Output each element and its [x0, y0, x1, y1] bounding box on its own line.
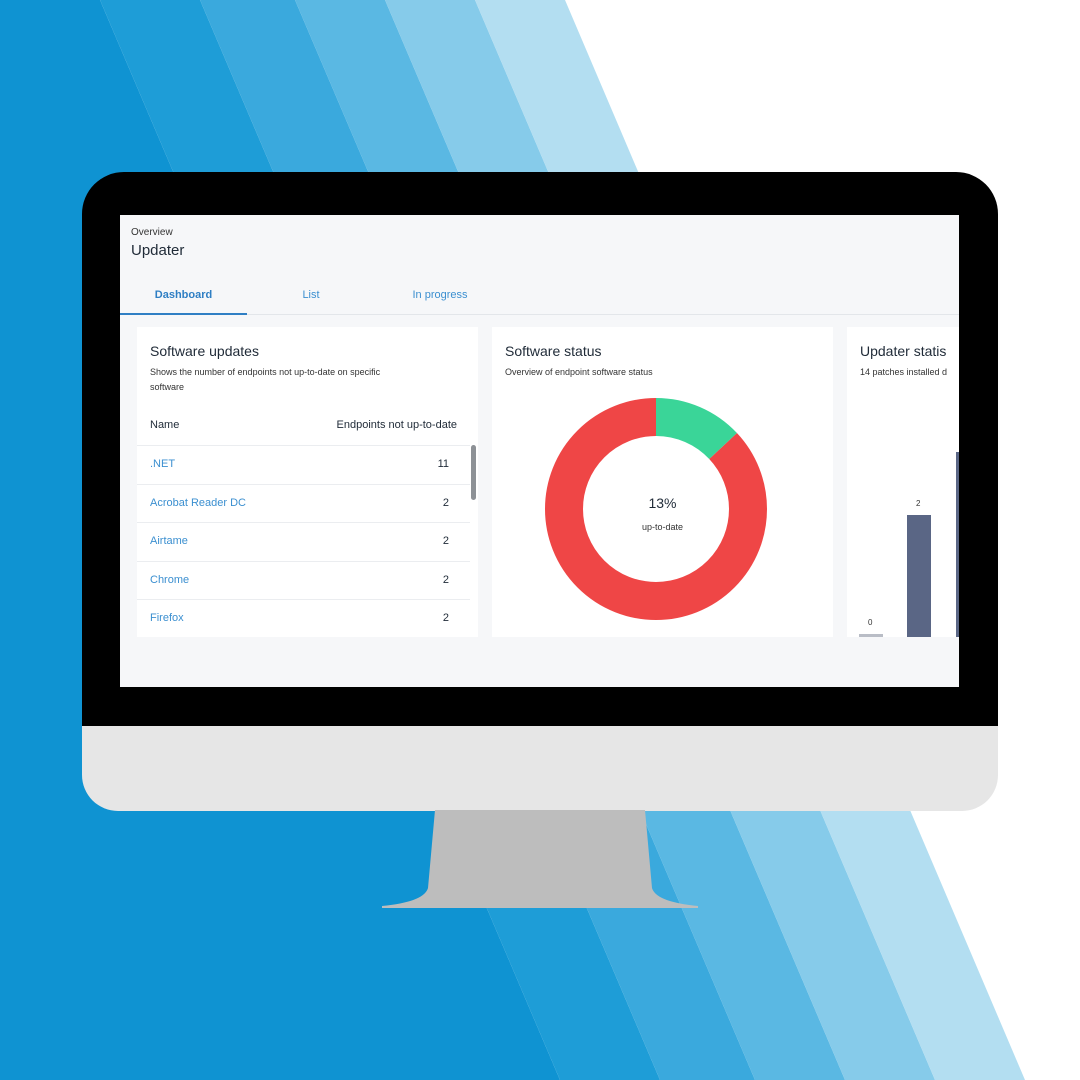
card-title: Software status: [505, 343, 602, 359]
software-name-link[interactable]: Chrome: [150, 573, 190, 586]
endpoint-count: 2: [442, 535, 449, 548]
software-name-link[interactable]: .NET: [150, 458, 176, 470]
software-name-link[interactable]: Firefox: [150, 612, 184, 625]
software-name-link[interactable]: Airtame: [150, 535, 188, 548]
table-header: Name Endpoints not up-to-date: [150, 419, 457, 443]
table-row[interactable]: Acrobat Reader DC 2: [137, 483, 470, 523]
card-title: Updater statis: [860, 343, 947, 359]
table-row[interactable]: Airtame 2: [137, 522, 470, 561]
bar-chart-bar[interactable]: [956, 452, 959, 637]
app-screen: Overview Updater Dashboard List In progr…: [120, 215, 959, 687]
tab-bar: Dashboard List In progress: [120, 281, 959, 315]
card-subtitle-line: software: [150, 382, 185, 392]
card-subtitle: Shows the number of endpoints not up-to-…: [150, 365, 440, 395]
page-title: Updater: [131, 242, 185, 259]
software-list: .NET 11 Acrobat Reader DC 2 Airtame 2 Ch…: [137, 445, 470, 637]
software-status-card: Software status Overview of endpoint sof…: [492, 327, 833, 637]
bar-value-label: 0: [868, 618, 873, 627]
endpoint-count: 2: [442, 496, 449, 509]
endpoint-count: 2: [442, 612, 449, 625]
uptodate-label: up-to-date: [641, 522, 684, 532]
bar-chart-bar[interactable]: [907, 515, 931, 637]
table-row[interactable]: Chrome 2: [137, 560, 470, 600]
card-subtitle-line: Shows the number of endpoints not up-to-…: [150, 367, 381, 377]
tab-in-progress[interactable]: In progress: [412, 289, 468, 301]
table-row[interactable]: Firefox 2: [137, 599, 470, 637]
list-scrollbar[interactable]: [471, 445, 476, 500]
tab-dashboard[interactable]: Dashboard: [120, 281, 247, 315]
endpoint-count: 2: [442, 573, 449, 586]
software-updates-card: Software updates Shows the number of end…: [137, 327, 478, 637]
monitor-stand: [382, 810, 698, 908]
endpoint-count: 11: [437, 458, 449, 470]
card-title: Software updates: [150, 343, 259, 359]
donut-segment-uptodate[interactable]: [545, 398, 767, 620]
bar-value-label: 2: [916, 499, 921, 508]
status-donut-chart: [545, 398, 767, 620]
tab-list[interactable]: List: [302, 289, 320, 301]
software-name-link[interactable]: Acrobat Reader DC: [150, 496, 246, 509]
column-header-endpoints[interactable]: Endpoints not up-to-date: [336, 419, 457, 431]
card-subtitle: Overview of endpoint software status: [505, 367, 653, 377]
uptodate-percent: 13%: [648, 495, 677, 511]
bar-chart-bar[interactable]: [859, 634, 883, 637]
column-header-name[interactable]: Name: [150, 419, 180, 431]
monitor-chin: [82, 726, 998, 811]
card-subtitle: 14 patches installed d: [860, 367, 948, 377]
breadcrumb[interactable]: Overview: [131, 227, 173, 238]
table-row[interactable]: .NET 11: [137, 445, 470, 484]
